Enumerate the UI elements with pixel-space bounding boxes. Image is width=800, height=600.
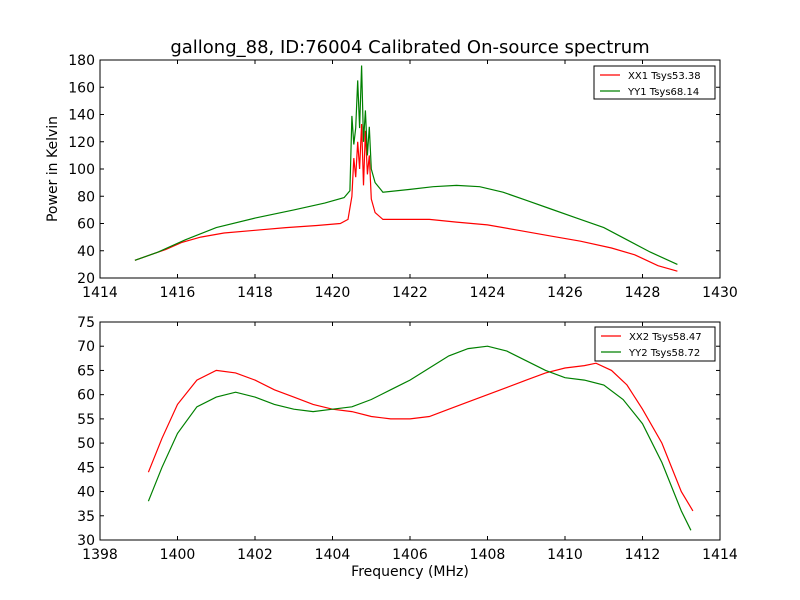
y-tick-label: 40 — [77, 485, 95, 501]
series-line-2 — [147, 345, 692, 531]
y-tick-label: 40 — [77, 244, 95, 260]
x-tick-label: 1410 — [547, 547, 583, 563]
legend: XX2 Tsys58.47 YY2 Tsys58.72 — [594, 326, 716, 362]
y-tick-label: 120 — [68, 135, 95, 151]
bottom-spectrum-plot: Frequency (MHz) 1398 1400 1402 1404 1406 1408… — [77, 315, 738, 580]
x-tick-label: 1426 — [547, 285, 583, 301]
x-tick-label: 1402 — [237, 547, 273, 563]
y-tick-label: 60 — [77, 217, 95, 233]
legend-label: XX2 Tsys58.47 — [629, 332, 702, 343]
y-tick-label: 160 — [68, 80, 95, 96]
x-tick-label: 1414 — [702, 547, 738, 563]
y-tick-label: 75 — [77, 315, 95, 331]
y-tick-label: 45 — [77, 460, 95, 476]
y-axis-label: Power in Kelvin — [45, 116, 61, 222]
y-tick-label: 35 — [77, 509, 95, 525]
legend-label: YY2 Tsys58.72 — [628, 348, 700, 359]
y-tick-label: 80 — [77, 189, 95, 205]
y-tick-label: 180 — [68, 53, 95, 69]
legend-box — [593, 65, 716, 100]
y-tick-label: 60 — [77, 388, 95, 404]
legend-label: YY1 Tsys68.14 — [627, 87, 699, 98]
series-line-1 — [147, 362, 694, 512]
y-tick-label: 30 — [77, 533, 95, 549]
chart-title: gallong_88, ID:76004 Calibrated On-sourc… — [170, 37, 649, 58]
series-line-2 — [134, 65, 678, 265]
series-line-1 — [134, 123, 678, 272]
x-tick-label: 1400 — [160, 547, 196, 563]
x-tick-label: 1418 — [237, 285, 273, 301]
x-tick-label: 1414 — [82, 285, 118, 301]
y-tick-label: 140 — [68, 108, 95, 124]
y-tick-label: 70 — [77, 339, 95, 355]
y-tick-label: 100 — [68, 162, 95, 178]
y-tick-label: 20 — [77, 271, 95, 287]
top-spectrum-plot: gallong_88, ID:76004 Calibrated On-sourc… — [45, 37, 738, 301]
x-tick-label: 1416 — [160, 285, 196, 301]
x-tick-label: 1404 — [315, 547, 351, 563]
x-tick-label: 1420 — [315, 285, 351, 301]
legend: XX1 Tsys53.38 YY1 Tsys68.14 — [593, 65, 716, 100]
x-tick-label: 1428 — [625, 285, 661, 301]
x-tick-label: 1424 — [470, 285, 506, 301]
legend-box — [594, 326, 716, 362]
x-axis-label: Frequency (MHz) — [351, 564, 469, 580]
x-tick-label: 1412 — [625, 547, 661, 563]
y-tick-label: 55 — [77, 412, 95, 428]
x-tick-label: 1406 — [392, 547, 428, 563]
x-tick-label: 1408 — [470, 547, 506, 563]
y-tick-label: 50 — [77, 436, 95, 452]
legend-label: XX1 Tsys53.38 — [628, 71, 701, 82]
y-tick-label: 65 — [77, 363, 95, 379]
x-tick-label: 1430 — [702, 285, 738, 301]
x-tick-label: 1422 — [392, 285, 428, 301]
x-tick-label: 1398 — [82, 547, 118, 563]
